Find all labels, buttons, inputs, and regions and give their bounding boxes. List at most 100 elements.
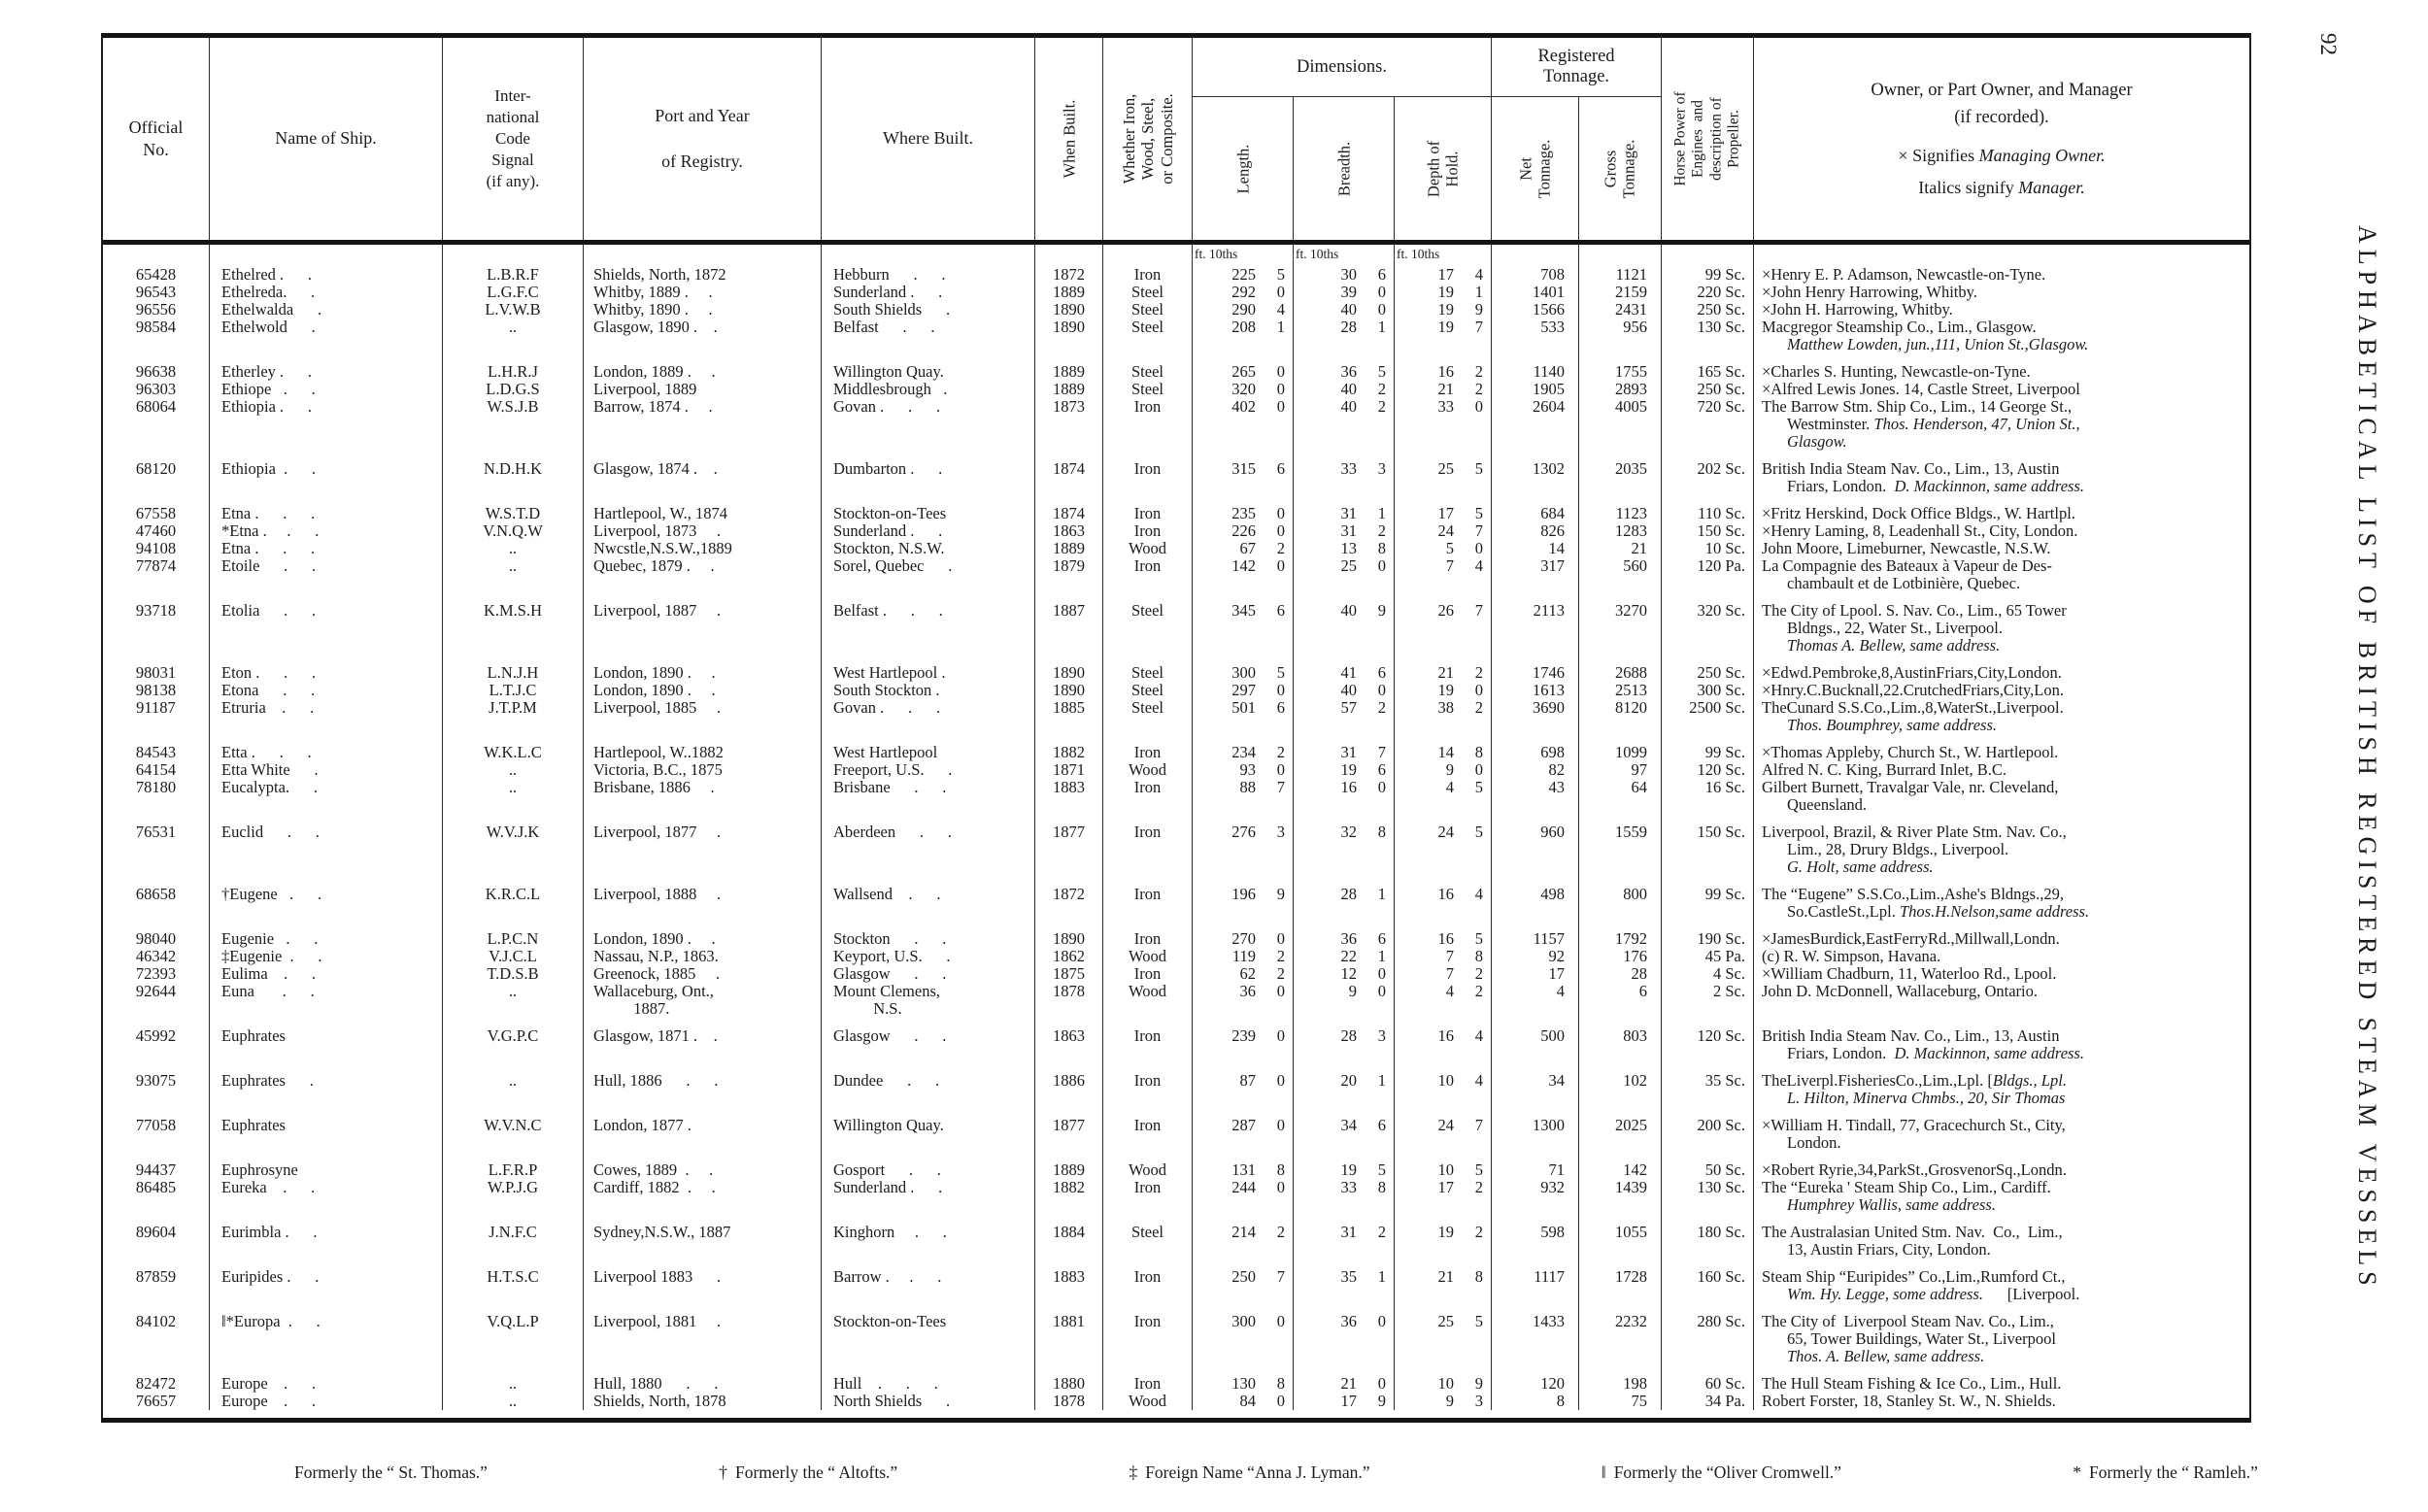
tenths-value: 2	[1474, 698, 1483, 717]
tenths-value: 2	[1474, 982, 1483, 1000]
port-registry-cell: Liverpool, 1888 .	[584, 886, 822, 921]
code-signal-cell: L.B.R.F	[443, 266, 584, 284]
owner-text: John D. McDonnell, Wallaceburg, Ontario.	[1762, 982, 2039, 1000]
ship-name-cell	[210, 495, 443, 505]
col-header-material: Whether Iron, Wood, Steel, or Composite.	[1103, 38, 1193, 240]
col-header-ship-name: Name of Ship.	[210, 38, 443, 240]
official-no-cell: 98138	[103, 682, 210, 699]
col-header-official-no: Official No.	[103, 38, 210, 240]
material-cell: Wood	[1103, 761, 1193, 779]
footnote: * Formerly the “ Ramleh.”	[2073, 1462, 2258, 1483]
depth-cell: 14 8	[1395, 744, 1492, 761]
material-cell	[1103, 921, 1193, 930]
when-built-cell: 1889	[1035, 363, 1103, 381]
breadth-cell	[1294, 495, 1395, 505]
material-cell: Iron	[1103, 930, 1193, 948]
tenths-value: 2	[1276, 964, 1285, 983]
depth-cell: 26 7	[1395, 602, 1492, 655]
manager-name: Thomas A. Bellew, same address.	[1787, 636, 2001, 655]
length-cell	[1193, 1018, 1294, 1027]
material-cell	[1103, 451, 1193, 460]
horse-power-cell	[1662, 814, 1754, 823]
code-signal-cell: J.N.F.C	[443, 1224, 584, 1259]
port-registry-cell	[584, 495, 822, 505]
tenths-value: 8	[1377, 539, 1386, 557]
ship-name-cell	[210, 592, 443, 602]
feet-value: 4	[1445, 778, 1454, 796]
units-row: ft. 10ths ft. 10ths ft. 10ths	[103, 245, 2249, 266]
material-cell: Iron	[1103, 398, 1193, 451]
breadth-cell	[1294, 1365, 1395, 1375]
code-signal-cell: ..	[443, 319, 584, 353]
length-cell	[1193, 451, 1294, 460]
breadth-cell	[1294, 451, 1395, 460]
owner-line: TheLiverpl.FisheriesCo.,Lim.,Lpl. [Bldgs…	[1762, 1072, 2249, 1090]
owner-text: ×Robert Ryrie,34,ParkSt.,GrosvenorSq.,Lo…	[1762, 1160, 2067, 1179]
when-built-cell: 1886	[1035, 1072, 1103, 1107]
tenths-value: 2	[1276, 1223, 1285, 1241]
footnotes: Formerly the “ St. Thomas.” † Formerly the…	[287, 1462, 2258, 1483]
depth-cell: 16 4	[1395, 886, 1492, 921]
net-tonnage-cell	[1492, 1152, 1579, 1161]
official-no-cell: 96556	[103, 301, 210, 319]
length-cell: 297 0	[1193, 682, 1294, 699]
official-no-cell: 84102	[103, 1313, 210, 1365]
official-no-cell: 67558	[103, 505, 210, 522]
tenths-value: 8	[1474, 947, 1483, 965]
where-built-cell: Stockton . .	[822, 930, 1035, 948]
length-cell: 208 1	[1193, 319, 1294, 353]
table-row: 78180 Eucalypta. ... Brisbane, 1886 . Brisb…	[103, 779, 2249, 814]
group-gap	[103, 495, 2249, 505]
table-row: 94108 Etna . . ... Nwcstle,N.S.W.,1889 Stoc…	[103, 540, 2249, 557]
feet-value: 31	[1340, 521, 1358, 540]
net-tonnage-cell	[1492, 1303, 1579, 1313]
port-registry-cell: Hartlepool, W..1882	[584, 744, 822, 761]
material-cell	[1103, 734, 1193, 744]
owner-cell: The Barrow Stm. Ship Co., Lim., 14 Georg…	[1754, 398, 2249, 451]
gross-tonnage-cell	[1579, 1062, 1662, 1072]
where-built-cell	[822, 1107, 1035, 1117]
net-tonnage-cell: 1302	[1492, 460, 1579, 495]
breadth-cell: 32 8	[1294, 823, 1395, 876]
feet-value: 501	[1231, 698, 1256, 717]
material-cell: Iron	[1103, 1072, 1193, 1107]
owner-cell: TheCunard S.S.Co.,Lim.,8,WaterSt.,Liverp…	[1754, 699, 2249, 734]
owner-line: John Moore, Limeburner, Newcastle, N.S.W…	[1762, 540, 2249, 557]
manager-name: Humphrey Wallis, same address.	[1787, 1195, 1996, 1214]
owner-text: The Australasian United Stm. Nav. Co., L…	[1762, 1223, 2063, 1241]
where-built-cell: Sorel, Quebec .	[822, 557, 1035, 592]
owner-cell: The Hull Steam Fishing & Ice Co., Lim., …	[1754, 1375, 2249, 1393]
owner-text: So.CastleSt.,Lpl.	[1787, 902, 1900, 921]
feet-value: 93	[1239, 760, 1257, 779]
length-cell: 315 6	[1193, 460, 1294, 495]
when-built-cell: 1875	[1035, 965, 1103, 983]
when-built-cell	[1035, 1152, 1103, 1161]
port-registry-cell	[584, 921, 822, 930]
where-built-cell: Sunderland . .	[822, 522, 1035, 540]
horse-power-cell: 200 Sc.	[1662, 1117, 1754, 1152]
owner-line: ×John Henry Harrowing, Whitby.	[1762, 284, 2249, 301]
where-built-cell: Belfast . .	[822, 319, 1035, 353]
material-cell: Steel	[1103, 301, 1193, 319]
ship-name-cell	[210, 1259, 443, 1268]
where-built-cell	[822, 1214, 1035, 1224]
gross-tonnage-cell: 803	[1579, 1027, 1662, 1062]
tenths-value: 5	[1474, 1160, 1483, 1179]
depth-cell	[1395, 451, 1492, 460]
code-signal-cell	[443, 1018, 584, 1027]
depth-cell: 16 2	[1395, 363, 1492, 381]
owner-line: Robert Forster, 18, Stanley St. W., N. S…	[1762, 1393, 2249, 1410]
signifies-italic: Managing Owner.	[1978, 145, 2106, 165]
table-row: 96303 Ethiope . . L.D.G.S Liverpool, 1889 Mi…	[103, 381, 2249, 398]
horse-power-cell: 202 Sc.	[1662, 460, 1754, 495]
material-cell	[1103, 1107, 1193, 1117]
tenths-value: 0	[1276, 283, 1285, 301]
net-tonnage-cell: 826	[1492, 522, 1579, 540]
port-registry-cell	[584, 1259, 822, 1268]
feet-value: 244	[1231, 1178, 1256, 1196]
material-cell: Steel	[1103, 284, 1193, 301]
gross-tonnage-cell: 2025	[1579, 1117, 1662, 1152]
